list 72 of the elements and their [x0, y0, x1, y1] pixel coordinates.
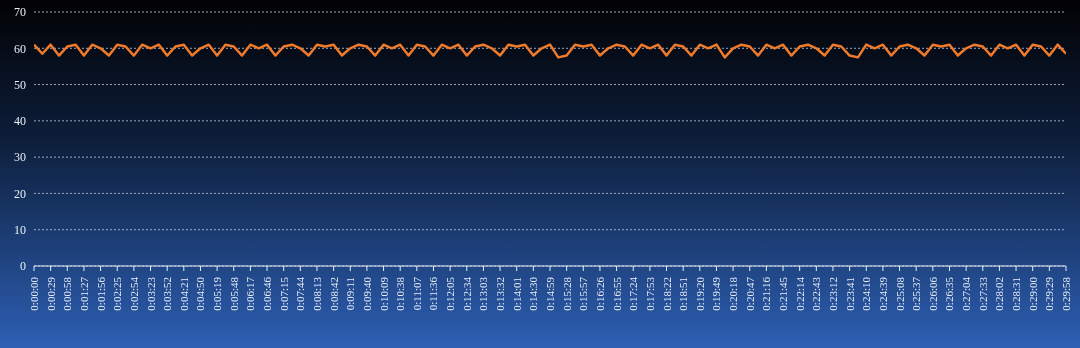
x-tick-label: 0:14:01	[510, 277, 523, 311]
x-tick-label: 0:25:37	[910, 276, 923, 311]
x-tick-label: 0:29:00	[1026, 276, 1039, 311]
x-tick-label: 0:15:57	[577, 276, 590, 311]
x-tick-label: 0:29:58	[1060, 276, 1072, 311]
x-tick-label: 0:06:46	[261, 276, 274, 311]
x-tick-label: 0:28:02	[993, 277, 1006, 311]
x-tick-label: 0:16:55	[610, 276, 623, 311]
x-tick-label: 0:11:36	[427, 276, 440, 311]
x-tick-label: 0:26:35	[943, 276, 956, 311]
x-tick-label: 0:09:40	[360, 276, 373, 311]
x-tick-label: 0:04:50	[194, 276, 207, 311]
x-tick-label: 0:17:53	[643, 276, 656, 311]
x-tick-label: 0:06:17	[244, 276, 257, 311]
x-tick-label: 0:21:45	[777, 276, 790, 311]
x-tick-label: 0:00:58	[61, 276, 74, 311]
x-tick-label: 0:18:22	[660, 277, 673, 311]
x-tick-label: 0:16:26	[593, 276, 606, 311]
x-tick-label: 0:12:05	[444, 276, 457, 311]
x-tick-label: 0:26:06	[926, 276, 939, 311]
x-tick-label: 0:17:24	[627, 276, 640, 311]
x-tick-label: 0:07:44	[294, 276, 307, 311]
x-tick-label: 0:25:08	[893, 276, 906, 311]
x-tick-label: 0:11:07	[410, 276, 423, 311]
x-tick-label: 0:00:00	[28, 276, 40, 311]
x-tick-label: 0:01:56	[94, 276, 107, 311]
line-series	[34, 43, 1066, 59]
y-tick-label: 70	[14, 5, 26, 20]
x-tick-label: 0:20:47	[743, 276, 756, 311]
x-tick-label: 0:00:29	[44, 276, 57, 311]
x-tick-label: 0:24:10	[860, 276, 873, 311]
y-tick-label: 10	[14, 222, 26, 237]
x-tick-label: 0:23:41	[843, 277, 856, 311]
x-tick-label: 0:27:04	[960, 276, 973, 311]
x-tick-label: 0:01:27	[77, 276, 90, 311]
x-tick-label: 0:28:31	[1010, 277, 1023, 311]
x-tick-label: 0:05:48	[227, 276, 240, 311]
x-tick-label: 0:13:03	[477, 276, 490, 311]
x-tick-label: 0:22:14	[793, 276, 806, 311]
x-tick-label: 0:19:20	[693, 276, 706, 311]
x-tick-label: 0:15:28	[560, 276, 573, 311]
x-tick-label: 0:19:49	[710, 276, 723, 311]
x-tick-label: 0:09:11	[344, 277, 357, 311]
x-tick-label: 0:08:13	[310, 276, 323, 311]
x-tick-label: 0:02:25	[111, 276, 124, 311]
x-tick-label: 0:14:30	[527, 276, 540, 311]
y-tick-label: 30	[14, 150, 26, 165]
x-tick-label: 0:21:16	[760, 276, 773, 311]
x-tick-label: 0:29:29	[1043, 276, 1056, 311]
x-tick-label: 0:12:34	[460, 276, 473, 311]
x-tick-label: 0:22:43	[810, 276, 823, 311]
y-tick-label: 40	[14, 114, 26, 129]
x-tick-label: 0:10:38	[394, 276, 407, 311]
x-tick-label: 0:23:12	[826, 277, 839, 311]
y-tick-label: 60	[14, 41, 26, 56]
y-tick-label: 20	[14, 186, 26, 201]
x-tick-label: 0:18:51	[677, 277, 690, 311]
x-tick-label: 0:10:09	[377, 276, 390, 311]
y-tick-label: 50	[14, 77, 26, 92]
x-tick-label: 0:05:19	[211, 276, 224, 311]
x-tick-label: 0:20:18	[727, 276, 740, 311]
x-tick-label: 0:04:21	[177, 277, 190, 311]
x-tick-label: 0:02:54	[127, 276, 140, 311]
x-tick-label: 0:03:23	[144, 276, 157, 311]
x-tick-label: 0:24:39	[876, 276, 889, 311]
x-tick-label: 0:13:32	[494, 277, 507, 311]
x-tick-label: 0:14:59	[544, 276, 556, 311]
x-tick-label: 0:03:52	[161, 277, 174, 311]
y-tick-label: 0	[20, 259, 26, 274]
x-tick-label: 0:08:42	[327, 277, 340, 311]
x-tick-label: 0:07:15	[277, 276, 290, 311]
x-tick-label: 0:27:33	[976, 276, 989, 311]
